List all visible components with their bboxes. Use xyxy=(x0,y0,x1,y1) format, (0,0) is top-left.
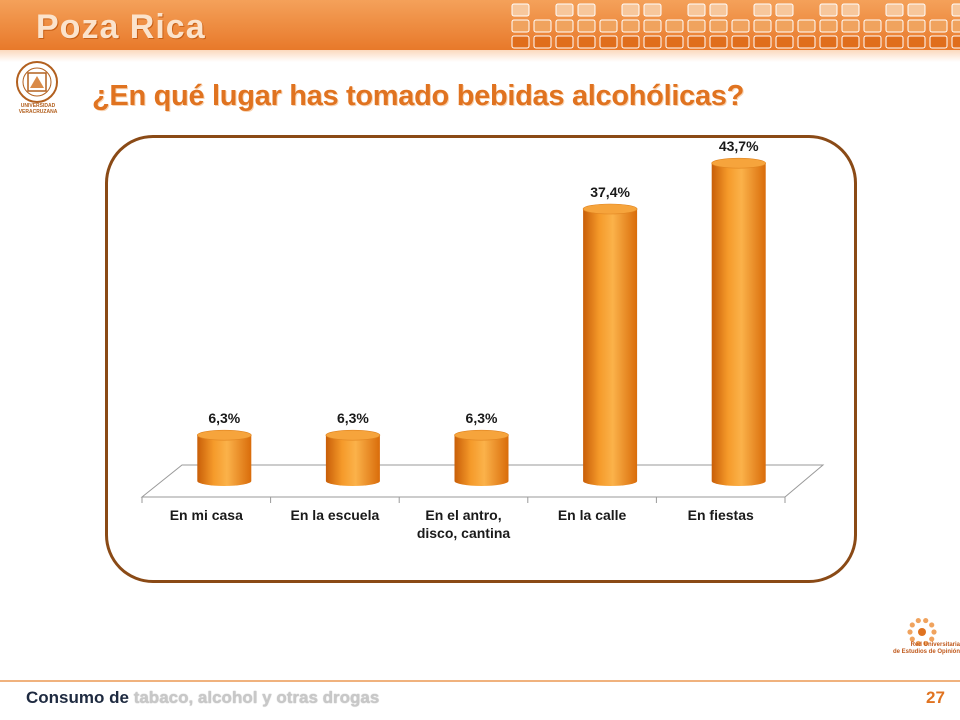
header-title: Poza Rica xyxy=(36,8,206,46)
bar-1 xyxy=(197,429,252,487)
bar-3 xyxy=(454,429,509,487)
data-label-4: 37,4% xyxy=(590,184,630,200)
header-tile xyxy=(533,35,552,49)
data-label-2: 6,3% xyxy=(337,410,369,426)
header-tile xyxy=(841,3,860,17)
question-title: ¿En qué lugar has tomado bebidas alcohól… xyxy=(92,80,745,112)
footer-divider xyxy=(0,680,960,682)
category-label-5: En fiestas xyxy=(688,507,754,523)
header-tile xyxy=(753,35,772,49)
header-tile xyxy=(709,19,728,33)
header-tile xyxy=(775,35,794,49)
header-tile xyxy=(907,19,926,33)
header-tile xyxy=(797,35,816,49)
header-tile xyxy=(555,35,574,49)
header-tile xyxy=(797,19,816,33)
data-label-5: 43,7% xyxy=(719,138,759,154)
header-tile xyxy=(511,19,530,33)
header-tile xyxy=(951,3,960,17)
header-tile xyxy=(621,3,640,17)
header-tile xyxy=(775,3,794,17)
header-tile xyxy=(665,19,684,33)
header-tile xyxy=(643,3,662,17)
header-tile xyxy=(731,35,750,49)
page-number: 27 xyxy=(926,688,945,707)
header-tile xyxy=(885,3,904,17)
footer-topic: tabaco, alcohol y otras drogas xyxy=(133,688,380,707)
header-tile xyxy=(841,19,860,33)
header-tile xyxy=(599,35,618,49)
bar-4 xyxy=(582,203,638,487)
header-tile xyxy=(577,35,596,49)
header-tile xyxy=(885,35,904,49)
header-tile xyxy=(863,19,882,33)
header-tile xyxy=(555,3,574,17)
header-tile xyxy=(643,35,662,49)
data-label-3: 6,3% xyxy=(466,410,498,426)
header-tile xyxy=(775,19,794,33)
rueo-caption-line2: de Estudios de Opinión xyxy=(892,649,960,655)
rueo-caption-line1: Red Universitaria xyxy=(910,642,960,648)
header-tile xyxy=(555,19,574,33)
header-tile xyxy=(863,35,882,49)
header-tile xyxy=(907,3,926,17)
bar-5 xyxy=(711,157,767,487)
bar-2 xyxy=(325,429,381,487)
category-label-3: En el antro, disco, cantina xyxy=(417,507,511,541)
header-tile xyxy=(819,35,838,49)
category-label-4: En la calle xyxy=(558,507,627,523)
footer-caption: Consumo de tabaco, alcohol y otras droga… xyxy=(26,688,379,708)
header-tile xyxy=(753,3,772,17)
header-tile xyxy=(929,19,948,33)
data-label-1: 6,3% xyxy=(208,410,240,426)
header-tile xyxy=(709,3,728,17)
header-tile xyxy=(819,19,838,33)
header-tile xyxy=(599,19,618,33)
header-tile xyxy=(709,35,728,49)
category-label-1: En mi casa xyxy=(170,507,243,523)
header-tile xyxy=(621,35,640,49)
header-tile xyxy=(841,35,860,49)
rueo-caption: Red Universitaria de Estudios de Opinión xyxy=(868,642,960,656)
university-seal-logo xyxy=(16,61,58,103)
chart-floor xyxy=(140,464,825,498)
header-tile xyxy=(577,19,596,33)
header-tile xyxy=(577,3,596,17)
header-tile xyxy=(687,19,706,33)
header-tile xyxy=(511,35,530,49)
header-tile xyxy=(687,3,706,17)
header-tile xyxy=(819,3,838,17)
header-tile xyxy=(533,19,552,33)
header-tile xyxy=(885,19,904,33)
header-tile-pattern xyxy=(511,3,960,49)
logo-caption: UNIVERSIDAD VERACRUZANA xyxy=(18,103,58,115)
header-tile xyxy=(643,19,662,33)
category-label-2: En la escuela xyxy=(291,507,380,523)
footer-prefix: Consumo de xyxy=(26,688,129,707)
header-tile xyxy=(951,19,960,33)
rueo-logo-icon xyxy=(907,617,937,647)
header-tile xyxy=(621,19,640,33)
header-tile xyxy=(929,35,948,49)
header-tile xyxy=(665,35,684,49)
header-tile xyxy=(753,19,772,33)
header-tile xyxy=(907,35,926,49)
header-tile xyxy=(731,19,750,33)
header-tile xyxy=(687,35,706,49)
header-fade xyxy=(0,50,960,62)
header-tile xyxy=(951,35,960,49)
header-tile xyxy=(511,3,530,17)
